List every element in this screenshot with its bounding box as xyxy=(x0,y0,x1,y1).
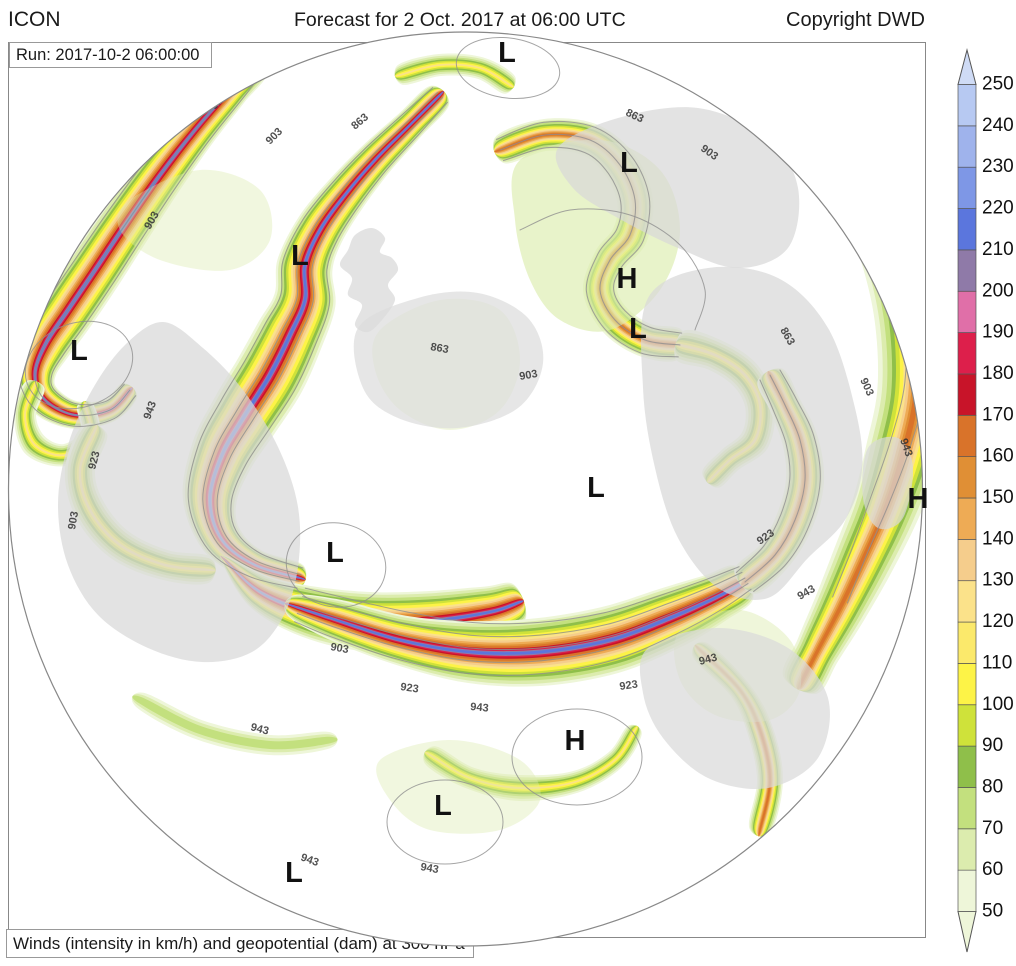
svg-text:L: L xyxy=(70,335,88,367)
svg-text:130: 130 xyxy=(982,570,1014,591)
svg-text:180: 180 xyxy=(982,363,1014,384)
svg-text:60: 60 xyxy=(982,859,1003,880)
svg-text:863: 863 xyxy=(52,230,70,251)
svg-text:140: 140 xyxy=(982,528,1014,549)
svg-text:L: L xyxy=(498,37,516,69)
svg-text:L: L xyxy=(620,147,638,179)
svg-text:230: 230 xyxy=(982,156,1014,177)
svg-text:50: 50 xyxy=(982,901,1003,922)
svg-text:946: 946 xyxy=(893,670,914,692)
svg-text:250: 250 xyxy=(982,74,1014,95)
svg-text:240: 240 xyxy=(982,115,1014,136)
svg-text:L: L xyxy=(629,313,647,345)
svg-text:120: 120 xyxy=(982,611,1014,632)
svg-text:160: 160 xyxy=(982,446,1014,467)
svg-text:L: L xyxy=(285,857,303,889)
svg-text:110: 110 xyxy=(982,652,1012,673)
svg-text:200: 200 xyxy=(982,280,1014,301)
svg-text:L: L xyxy=(587,472,605,504)
svg-text:190: 190 xyxy=(982,322,1014,343)
svg-text:70: 70 xyxy=(982,818,1003,839)
svg-text:L: L xyxy=(434,790,452,822)
svg-text:150: 150 xyxy=(982,487,1014,508)
svg-text:210: 210 xyxy=(982,239,1014,260)
svg-text:943: 943 xyxy=(470,701,489,715)
svg-text:L: L xyxy=(291,240,309,272)
svg-text:170: 170 xyxy=(982,404,1014,425)
svg-text:923: 923 xyxy=(619,679,639,693)
svg-text:100: 100 xyxy=(982,694,1014,715)
svg-text:923: 923 xyxy=(400,681,420,695)
svg-text:80: 80 xyxy=(982,776,1003,797)
svg-text:L: L xyxy=(326,537,344,569)
svg-text:H: H xyxy=(908,483,929,515)
svg-text:H: H xyxy=(617,263,638,295)
svg-text:220: 220 xyxy=(982,198,1014,219)
svg-text:H: H xyxy=(565,725,586,757)
svg-text:90: 90 xyxy=(982,735,1003,756)
